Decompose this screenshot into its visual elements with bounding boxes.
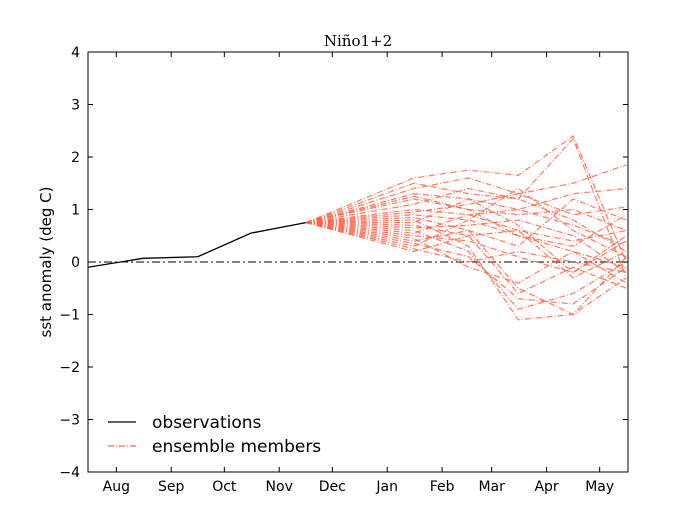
ensemble-member-line: [305, 216, 627, 316]
ensemble-member-line: [305, 135, 627, 263]
x-tick-label: Nov: [266, 479, 293, 495]
ensemble-member-line: [305, 222, 627, 279]
ensemble-member-line: [305, 219, 627, 321]
y-tick-label: 4: [71, 45, 80, 61]
ensemble-member-line: [305, 222, 627, 295]
x-tick-label: Oct: [212, 479, 237, 495]
ensemble-member-line: [305, 208, 627, 247]
x-tick-label: Aug: [103, 479, 130, 495]
y-tick-label: −2: [59, 360, 80, 376]
x-tick-label: Jan: [375, 479, 398, 495]
y-tick-label: 0: [71, 255, 80, 271]
y-tick-label: −4: [59, 465, 80, 481]
ensemble-member-line: [305, 195, 627, 247]
ensemble-member-line: [305, 222, 627, 274]
x-tick-label: May: [585, 479, 614, 495]
ensemble-member-line: [305, 137, 627, 278]
y-tick-label: 2: [71, 150, 80, 166]
ensemble-member-line: [305, 193, 627, 224]
chart-title: Niño1+2: [324, 32, 392, 50]
y-tick-label: −3: [59, 413, 80, 429]
ensemble-member-line: [305, 164, 627, 224]
x-tick-label: Dec: [319, 479, 346, 495]
y-tick-label: 3: [71, 98, 80, 114]
ensemble-member-line: [305, 222, 627, 284]
ensemble-member-line: [305, 187, 627, 258]
ensemble-member-line: [305, 198, 627, 247]
y-tick-label: 1: [71, 203, 80, 219]
ensemble-member-line: [305, 222, 627, 305]
ensemble-member-line: [305, 222, 627, 310]
x-tick-label: Mar: [478, 479, 505, 495]
x-tick-label: Sep: [158, 479, 185, 495]
y-tick-label: −1: [59, 308, 80, 324]
ensemble-member-line: [305, 214, 627, 268]
legend-ensemble-label: ensemble members: [152, 437, 321, 457]
observations-line: [87, 221, 306, 268]
ensemble-member-line: [305, 187, 627, 253]
legend-observations-label: observations: [152, 413, 262, 433]
y-axis-label: sst anomaly (deg C): [37, 187, 55, 338]
legend: observations ensemble members: [108, 413, 321, 457]
ensemble-member-line: [305, 222, 627, 274]
x-tick-label: Feb: [430, 479, 455, 495]
x-tick-label: Apr: [534, 479, 558, 495]
